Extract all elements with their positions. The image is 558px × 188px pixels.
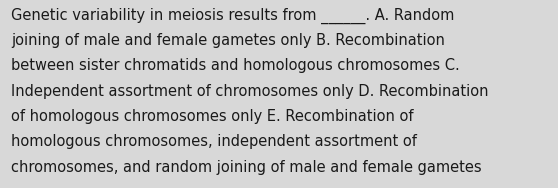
Text: of homologous chromosomes only E. Recombination of: of homologous chromosomes only E. Recomb… — [11, 109, 413, 124]
Text: joining of male and female gametes only B. Recombination: joining of male and female gametes only … — [11, 33, 445, 48]
Text: chromosomes, and random joining of male and female gametes: chromosomes, and random joining of male … — [11, 160, 482, 175]
Text: homologous chromosomes, independent assortment of: homologous chromosomes, independent asso… — [11, 134, 417, 149]
Text: between sister chromatids and homologous chromosomes C.: between sister chromatids and homologous… — [11, 58, 460, 73]
Text: Independent assortment of chromosomes only D. Recombination: Independent assortment of chromosomes on… — [11, 84, 489, 99]
Text: Genetic variability in meiosis results from ______. A. Random: Genetic variability in meiosis results f… — [11, 8, 455, 24]
